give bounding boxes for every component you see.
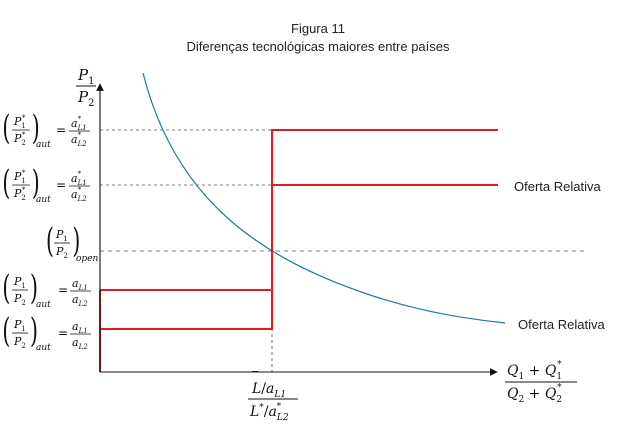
svg-text:(: ( — [2, 267, 10, 307]
relative-demand-curve — [142, 72, 506, 324]
svg-text:P1*: P1* — [13, 114, 26, 130]
svg-text:(: ( — [2, 162, 10, 202]
svg-text:=: = — [58, 326, 68, 340]
svg-text:P1: P1 — [77, 66, 94, 87]
svg-text:aL1: aL1 — [72, 320, 88, 335]
svg-text:aL2: aL2 — [72, 293, 88, 308]
svg-text:aut: aut — [36, 195, 51, 205]
svg-text:): ) — [32, 107, 40, 147]
svg-text:open: open — [76, 254, 99, 264]
svg-text:): ) — [30, 267, 38, 307]
svg-text:Q1 + Q1*: Q1 + Q1* — [507, 360, 562, 382]
svg-text:aL2: aL2 — [72, 336, 88, 351]
svg-text:aL1*: aL1* — [71, 115, 87, 132]
svg-text:aL2*: aL2* — [71, 186, 87, 203]
svg-text:P2: P2 — [55, 245, 68, 260]
lower-supply-label: Oferta Relativa — [518, 317, 605, 332]
svg-text:aut: aut — [36, 140, 51, 150]
svg-text:P1: P1 — [55, 228, 68, 243]
svg-text:(: ( — [2, 107, 10, 147]
tick-label-open-price: ( P1 P2 ) open — [46, 220, 99, 264]
svg-text:): ) — [30, 310, 38, 350]
relative-supply-lower — [100, 184, 498, 330]
svg-text:): ) — [72, 220, 80, 260]
svg-text:P2: P2 — [13, 335, 26, 350]
tick-label-foreign-autarky-upper: ( P1* P2* ) aut = aL1* aL2* — [2, 107, 90, 150]
x-tick-label: L/aL1 ‾ L*/aL2* — [248, 369, 298, 423]
svg-text:(: ( — [46, 220, 54, 260]
svg-text:P2*: P2* — [13, 186, 26, 202]
svg-text:L*/aL2*: L*/aL2* — [249, 402, 289, 423]
figure-subtitle: Diferenças tecnológicas maiores entre pa… — [186, 39, 450, 54]
svg-text:aL1*: aL1* — [71, 170, 87, 187]
svg-text:aut: aut — [36, 300, 51, 310]
svg-text:aut: aut — [36, 343, 51, 353]
guide-lines — [100, 129, 588, 372]
svg-text:=: = — [56, 178, 66, 192]
tick-label-foreign-autarky-lower: ( P1* P2* ) aut = aL1* aL2* — [2, 162, 90, 205]
x-axis-label: Q1 + Q1* Q2 + Q2* — [505, 360, 577, 405]
svg-text:): ) — [32, 162, 40, 202]
svg-text:P1: P1 — [13, 275, 26, 290]
svg-text:P2*: P2* — [13, 131, 26, 147]
svg-text:=: = — [56, 123, 66, 137]
svg-text:P2: P2 — [13, 292, 26, 307]
svg-text:P2: P2 — [77, 88, 94, 109]
svg-text:aL1: aL1 — [72, 277, 88, 292]
figure-title: Figura 11 — [291, 21, 345, 36]
svg-text:P1: P1 — [13, 318, 26, 333]
svg-text:L/aL1: L/aL1 — [251, 381, 286, 400]
svg-text:‾: ‾ — [252, 369, 258, 383]
svg-text:Q2 + Q2*: Q2 + Q2* — [507, 383, 562, 405]
tick-label-home-autarky-upper: ( P1 P2 ) aut = aL1 aL2 — [2, 267, 91, 310]
svg-text:P1*: P1* — [13, 169, 26, 185]
tick-label-home-autarky-lower: ( P1 P2 ) aut = aL1 aL2 — [2, 310, 91, 353]
upper-supply-label: Oferta Relativa — [514, 179, 601, 194]
svg-text:=: = — [58, 283, 68, 297]
svg-text:aL2*: aL2* — [71, 131, 87, 148]
svg-text:(: ( — [2, 310, 10, 350]
y-axis-label: P1 P2 — [76, 66, 96, 109]
